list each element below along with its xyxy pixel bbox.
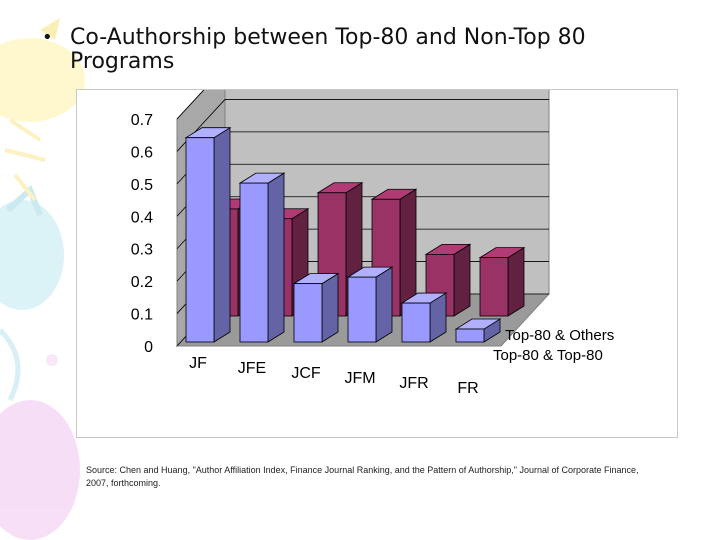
- bar-front-jf-side: [213, 126, 231, 343]
- x-category-label: JF: [189, 355, 207, 372]
- y-tick-label: 0.3: [131, 242, 153, 259]
- bar-back-fr-front: [479, 257, 509, 317]
- bar-front-jf: [184, 126, 232, 343]
- bar-front-jfm: [346, 266, 394, 343]
- y-tick-label: 0.4: [131, 209, 153, 226]
- bar-back-jfr-side: [453, 243, 471, 317]
- y-tick-label: 0.6: [131, 144, 153, 161]
- bar-front-fr: [454, 318, 502, 343]
- bar-front-jfr: [400, 292, 448, 343]
- bar-front-jfm-front: [347, 276, 377, 343]
- bar-front-jf-front: [185, 137, 215, 343]
- bullet-icon: •: [42, 27, 53, 48]
- chart-frame: 0 0.1 0.2 0.3 0.4 0.5 0.6 0.7 JF JFE JCF JFM JFR FR To…: [76, 89, 678, 438]
- x-category-label: JFR: [399, 375, 428, 392]
- chart-3d-bar: 0 0.1 0.2 0.3 0.4 0.5 0.6 0.7 JF JFE JCF JFM JFR FR To…: [131, 90, 614, 397]
- y-tick-label: 0.5: [131, 177, 153, 194]
- slide-title: • Co-Authorship between Top-80 and Non-T…: [28, 26, 708, 74]
- y-tick-label: 0: [144, 339, 153, 356]
- y-tick-label: 0.1: [131, 307, 153, 324]
- title-line-2: Programs: [70, 49, 175, 74]
- gridline: [176, 90, 205, 120]
- bar-back-fr-side: [507, 246, 525, 317]
- title-line-1: Co-Authorship between Top-80 and Non-Top…: [70, 25, 586, 50]
- bar-front-jcf-side: [321, 272, 339, 343]
- source-citation: Source: Chen and Huang, "Author Affiliat…: [86, 465, 639, 488]
- y-tick-label: 0.2: [131, 274, 153, 291]
- bar-front-jcf-front: [293, 283, 323, 343]
- y-tick-label: 0.7: [131, 112, 153, 129]
- bar-front-jfe-front: [239, 182, 269, 343]
- series-label-back: Top-80 & Others: [505, 327, 614, 344]
- series-label-front: Top-80 & Top-80: [493, 347, 603, 364]
- x-category-label: JCF: [291, 365, 321, 382]
- bar-front-jcf: [292, 272, 340, 343]
- bar-front-jfm-side: [375, 266, 393, 343]
- bar-front-fr-front: [455, 328, 485, 343]
- x-category-label: FR: [457, 380, 478, 397]
- x-category-label: JFE: [238, 360, 266, 377]
- bar-back-fr: [478, 246, 526, 317]
- x-category-label: JFM: [344, 370, 375, 387]
- bar-front-jfe: [238, 172, 286, 343]
- bar-front-jfe-side: [267, 172, 285, 343]
- bar-front-jfr-front: [401, 302, 431, 343]
